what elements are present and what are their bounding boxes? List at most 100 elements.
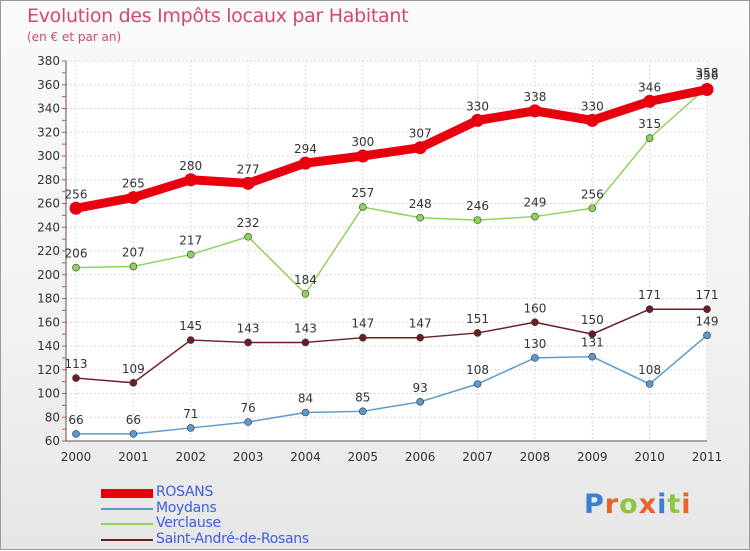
data-label: 346 bbox=[638, 80, 661, 94]
data-point bbox=[473, 329, 482, 337]
data-point bbox=[413, 141, 427, 155]
chart-subtitle: (en € et par an) bbox=[27, 30, 122, 44]
data-point bbox=[72, 430, 80, 438]
data-label: 249 bbox=[523, 196, 546, 210]
y-tick-label: 340 bbox=[37, 102, 60, 116]
data-label: 160 bbox=[523, 301, 546, 315]
data-point bbox=[645, 305, 654, 313]
y-tick-label: 140 bbox=[37, 339, 60, 353]
proxiti-logo: Proxiti bbox=[584, 489, 692, 520]
data-label: 246 bbox=[466, 199, 489, 213]
data-point bbox=[186, 250, 195, 259]
data-label: 143 bbox=[294, 321, 317, 335]
data-point bbox=[531, 318, 539, 327]
y-tick-label: 320 bbox=[37, 125, 60, 139]
chart-title: Evolution des Impôts locaux par Habitant bbox=[27, 5, 409, 27]
data-point bbox=[645, 380, 654, 388]
data-label: 356 bbox=[696, 69, 719, 83]
data-label: 149 bbox=[696, 314, 719, 328]
data-label: 280 bbox=[179, 159, 202, 173]
data-point bbox=[703, 305, 711, 313]
data-point bbox=[528, 104, 542, 118]
y-tick-label: 60 bbox=[45, 434, 60, 448]
data-point bbox=[72, 374, 80, 382]
data-point bbox=[473, 216, 482, 224]
y-tick-label: 180 bbox=[37, 292, 60, 306]
x-tick-label: 2008 bbox=[520, 450, 551, 464]
legend-label: ROSANS bbox=[156, 484, 214, 500]
y-tick-label: 220 bbox=[37, 244, 60, 258]
data-label: 184 bbox=[294, 273, 317, 287]
data-point bbox=[473, 380, 482, 388]
data-label: 232 bbox=[237, 216, 260, 230]
data-label: 130 bbox=[523, 337, 546, 351]
x-tick-label: 2005 bbox=[348, 450, 379, 464]
y-tick-label: 200 bbox=[37, 268, 60, 282]
data-point bbox=[416, 333, 424, 342]
data-point bbox=[471, 113, 485, 127]
x-tick-label: 2011 bbox=[692, 450, 723, 464]
data-point bbox=[301, 408, 310, 417]
data-point bbox=[703, 331, 711, 340]
data-point bbox=[244, 232, 252, 241]
data-label: 330 bbox=[581, 99, 604, 113]
data-label: 145 bbox=[179, 319, 202, 333]
data-label: 66 bbox=[126, 413, 141, 427]
data-point bbox=[585, 113, 599, 127]
series-line-saint-andré-de-rosans bbox=[75, 308, 708, 384]
data-label: 147 bbox=[409, 317, 432, 331]
data-point bbox=[301, 289, 310, 298]
data-point bbox=[244, 418, 252, 426]
legend-swatch bbox=[101, 538, 153, 541]
series-line-moydans bbox=[75, 334, 708, 435]
y-tick-label: 160 bbox=[37, 315, 60, 329]
data-point bbox=[244, 338, 252, 347]
x-tick-label: 2001 bbox=[118, 450, 149, 464]
data-point bbox=[186, 424, 195, 432]
legend-label: Moydans bbox=[156, 499, 217, 516]
data-point bbox=[129, 379, 138, 387]
y-tick-label: 80 bbox=[45, 410, 60, 424]
data-point bbox=[69, 201, 83, 215]
data-label: 300 bbox=[351, 135, 374, 149]
data-label: 66 bbox=[68, 413, 83, 427]
y-tick-label: 100 bbox=[37, 387, 60, 401]
y-tick-label: 120 bbox=[37, 363, 60, 377]
data-point bbox=[700, 83, 714, 96]
data-label: 330 bbox=[466, 99, 489, 113]
data-point bbox=[588, 330, 597, 338]
x-tick-label: 2009 bbox=[577, 450, 608, 464]
legend-label: Saint-André-de-Rosans bbox=[156, 530, 309, 547]
data-label: 307 bbox=[409, 127, 432, 141]
data-label: 248 bbox=[409, 197, 432, 211]
data-point bbox=[531, 354, 539, 362]
data-label: 131 bbox=[581, 336, 604, 350]
x-tick-label: 2007 bbox=[462, 450, 493, 464]
data-label: 143 bbox=[237, 321, 260, 335]
data-label: 113 bbox=[65, 357, 88, 371]
data-label: 108 bbox=[466, 363, 489, 377]
legend-label: Verclause bbox=[156, 515, 221, 531]
x-tick-label: 2010 bbox=[634, 450, 665, 464]
data-label: 256 bbox=[581, 187, 604, 201]
data-point bbox=[126, 191, 140, 205]
y-tick-label: 360 bbox=[37, 78, 60, 92]
data-label: 256 bbox=[65, 187, 88, 201]
legend-swatch bbox=[101, 488, 153, 498]
data-point bbox=[301, 338, 310, 347]
data-label: 151 bbox=[466, 312, 489, 326]
data-point bbox=[129, 430, 138, 438]
data-point bbox=[129, 262, 138, 271]
data-point bbox=[359, 333, 367, 342]
data-label: 315 bbox=[638, 117, 661, 131]
data-label: 76 bbox=[240, 401, 255, 415]
data-point bbox=[72, 263, 80, 272]
y-tick-label: 380 bbox=[37, 54, 60, 68]
data-label: 294 bbox=[294, 142, 317, 156]
data-label: 85 bbox=[355, 390, 370, 404]
data-point bbox=[359, 407, 367, 416]
x-tick-label: 2000 bbox=[61, 450, 92, 464]
data-point bbox=[643, 94, 657, 108]
data-point bbox=[588, 352, 597, 361]
